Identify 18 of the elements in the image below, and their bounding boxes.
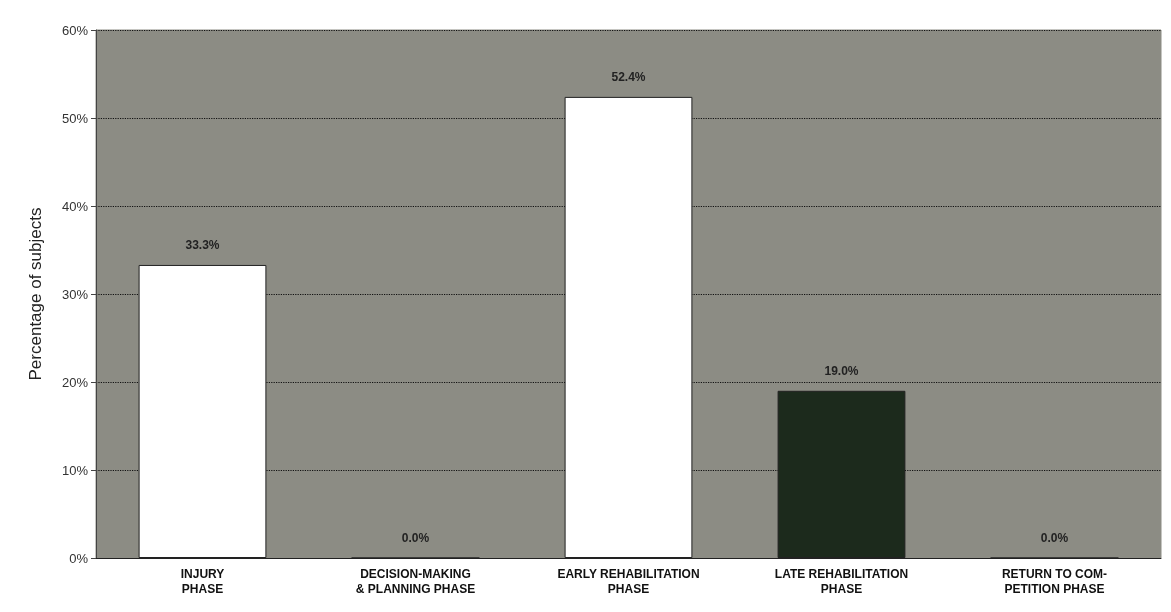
x-tick-label: RETURN TO COM- PETITION PHASE (1001, 566, 1108, 596)
y-tick-label: 60% (61, 22, 89, 38)
x-tick-label: INJURY PHASE (180, 566, 225, 596)
data-label: 0.0% (1040, 530, 1069, 545)
data-label: 33.3% (185, 237, 220, 252)
x-tick-label: EARLY REHABILITATION PHASE (557, 566, 700, 596)
x-tick-label: LATE REHABILITATION PHASE (774, 566, 909, 596)
data-label: 0.0% (401, 530, 430, 545)
data-label: 19.0% (824, 363, 859, 378)
y-tick-label: 50% (61, 110, 89, 126)
y-tick-label: 10% (61, 462, 89, 478)
y-tick-label: 0% (69, 550, 89, 566)
y-tick-label: 20% (61, 374, 89, 390)
y-tick-label: 30% (61, 286, 89, 302)
y-axis-title: Percentage of subjects (26, 207, 45, 381)
x-tick-label: DECISION-MAKING & PLANNING PHASE (355, 566, 476, 596)
data-label: 52.4% (611, 69, 646, 84)
y-tick-label: 40% (61, 198, 89, 214)
